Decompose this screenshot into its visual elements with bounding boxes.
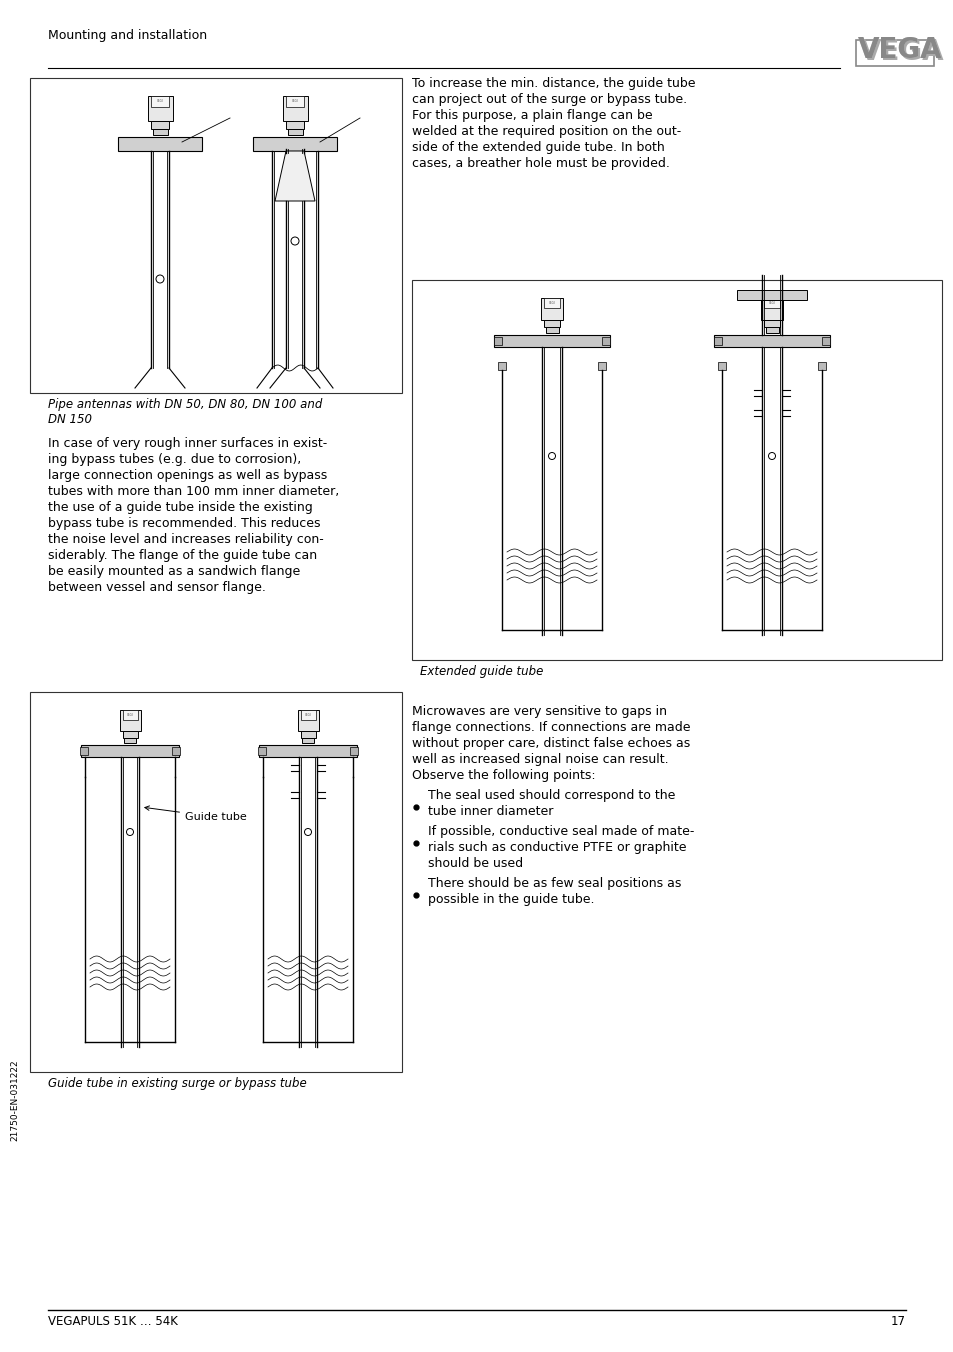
Text: To increase the min. distance, the guide tube: To increase the min. distance, the guide… bbox=[412, 77, 695, 91]
Bar bbox=[257, 748, 266, 754]
Text: be easily mounted as a sandwich flange: be easily mounted as a sandwich flange bbox=[48, 565, 300, 579]
Bar bbox=[713, 337, 721, 345]
Text: Guide tube: Guide tube bbox=[145, 806, 247, 822]
Text: cases, a breather hole must be provided.: cases, a breather hole must be provided. bbox=[412, 157, 669, 170]
Circle shape bbox=[768, 453, 775, 460]
Text: side of the extended guide tube. In both: side of the extended guide tube. In both bbox=[412, 141, 664, 154]
Text: Guide tube in existing surge or bypass tube: Guide tube in existing surge or bypass t… bbox=[48, 1078, 307, 1090]
Text: VEGA: VEGA bbox=[857, 37, 942, 64]
Text: large connection openings as well as bypass: large connection openings as well as byp… bbox=[48, 469, 327, 483]
Bar bbox=[497, 362, 505, 370]
Circle shape bbox=[127, 829, 133, 836]
Circle shape bbox=[304, 829, 312, 836]
Text: DN 150: DN 150 bbox=[48, 412, 91, 426]
Bar bbox=[543, 297, 559, 308]
Text: bypass tube is recommended. This reduces: bypass tube is recommended. This reduces bbox=[48, 516, 320, 530]
Bar bbox=[763, 320, 780, 327]
Text: VEGAPULS 51K … 54K: VEGAPULS 51K … 54K bbox=[48, 1315, 177, 1328]
Text: Extended guide tube: Extended guide tube bbox=[419, 665, 543, 677]
Bar bbox=[763, 297, 780, 308]
Text: the noise level and increases reliability con-: the noise level and increases reliabilit… bbox=[48, 533, 323, 546]
Circle shape bbox=[291, 237, 298, 245]
Bar bbox=[301, 731, 315, 738]
Text: For this purpose, a plain flange can be: For this purpose, a plain flange can be bbox=[412, 110, 652, 122]
Text: VEGA: VEGA bbox=[859, 38, 943, 66]
Bar bbox=[123, 731, 138, 738]
Text: without proper care, distinct false echoes as: without proper care, distinct false echo… bbox=[412, 737, 690, 750]
Bar bbox=[124, 738, 136, 744]
Bar bbox=[713, 335, 829, 347]
Text: flange connections. If connections are made: flange connections. If connections are m… bbox=[412, 721, 690, 734]
Text: tube inner diameter: tube inner diameter bbox=[428, 804, 553, 818]
Text: should be used: should be used bbox=[428, 857, 522, 869]
Text: welded at the required position on the out-: welded at the required position on the o… bbox=[412, 124, 680, 138]
Text: VEGI: VEGI bbox=[127, 713, 133, 717]
Text: Observe the following points:: Observe the following points: bbox=[412, 769, 595, 781]
Bar bbox=[765, 327, 779, 333]
Text: 21750-EN-031222: 21750-EN-031222 bbox=[10, 1059, 19, 1141]
Bar bbox=[80, 748, 88, 754]
Bar bbox=[297, 710, 318, 731]
Bar bbox=[302, 738, 314, 744]
Text: possible in the guide tube.: possible in the guide tube. bbox=[428, 894, 594, 906]
Bar bbox=[152, 128, 168, 135]
Bar bbox=[350, 748, 357, 754]
Circle shape bbox=[156, 274, 164, 283]
Bar bbox=[301, 710, 315, 721]
Text: 17: 17 bbox=[890, 1315, 905, 1328]
Text: ing bypass tubes (e.g. due to corrosion),: ing bypass tubes (e.g. due to corrosion)… bbox=[48, 453, 301, 466]
Text: rials such as conductive PTFE or graphite: rials such as conductive PTFE or graphit… bbox=[428, 841, 686, 854]
Text: well as increased signal noise can result.: well as increased signal noise can resul… bbox=[412, 753, 668, 767]
Bar bbox=[30, 692, 401, 1072]
Bar bbox=[148, 96, 172, 120]
Bar bbox=[286, 96, 304, 107]
Bar bbox=[601, 337, 609, 345]
Bar bbox=[494, 337, 501, 345]
Bar bbox=[283, 96, 308, 120]
Bar bbox=[151, 96, 169, 107]
Text: the use of a guide tube inside the existing: the use of a guide tube inside the exist… bbox=[48, 502, 313, 514]
Bar bbox=[30, 78, 401, 393]
Bar bbox=[288, 128, 303, 135]
Bar bbox=[540, 297, 562, 320]
Bar bbox=[258, 745, 356, 757]
Text: VEGI: VEGI bbox=[156, 99, 163, 103]
Polygon shape bbox=[274, 151, 314, 201]
Bar bbox=[118, 137, 202, 151]
Bar bbox=[151, 120, 169, 128]
Bar bbox=[598, 362, 605, 370]
Text: If possible, conductive seal made of mate-: If possible, conductive seal made of mat… bbox=[428, 825, 694, 838]
Bar bbox=[123, 710, 138, 721]
Bar bbox=[817, 362, 825, 370]
Bar bbox=[737, 289, 806, 300]
Bar bbox=[81, 745, 179, 757]
Text: tubes with more than 100 mm inner diameter,: tubes with more than 100 mm inner diamet… bbox=[48, 485, 339, 498]
Bar bbox=[545, 327, 558, 333]
Text: VEGI: VEGI bbox=[304, 713, 311, 717]
Text: In case of very rough inner surfaces in exist-: In case of very rough inner surfaces in … bbox=[48, 437, 327, 450]
Text: between vessel and sensor flange.: between vessel and sensor flange. bbox=[48, 581, 266, 594]
Bar bbox=[253, 137, 336, 151]
Text: There should be as few seal positions as: There should be as few seal positions as bbox=[428, 877, 680, 890]
Bar bbox=[543, 320, 559, 327]
Text: Pipe antennas with DN 50, DN 80, DN 100 and: Pipe antennas with DN 50, DN 80, DN 100 … bbox=[48, 397, 322, 411]
Text: Microwaves are very sensitive to gaps in: Microwaves are very sensitive to gaps in bbox=[412, 704, 666, 718]
Bar bbox=[172, 748, 180, 754]
Circle shape bbox=[548, 453, 555, 460]
Text: VEGI: VEGI bbox=[292, 99, 298, 103]
Bar bbox=[821, 337, 829, 345]
Text: VEGI: VEGI bbox=[768, 301, 775, 306]
Text: The seal used should correspond to the: The seal used should correspond to the bbox=[428, 790, 675, 802]
Bar bbox=[718, 362, 725, 370]
Text: siderably. The flange of the guide tube can: siderably. The flange of the guide tube … bbox=[48, 549, 316, 562]
Bar bbox=[494, 335, 609, 347]
Text: Mounting and installation: Mounting and installation bbox=[48, 28, 207, 42]
Bar bbox=[286, 120, 304, 128]
Text: VEGA: VEGA bbox=[857, 37, 942, 64]
Bar bbox=[412, 280, 941, 660]
Bar bbox=[760, 297, 782, 320]
Bar bbox=[120, 710, 141, 731]
Text: can project out of the surge or bypass tube.: can project out of the surge or bypass t… bbox=[412, 93, 686, 105]
Text: VEGI: VEGI bbox=[548, 301, 555, 306]
